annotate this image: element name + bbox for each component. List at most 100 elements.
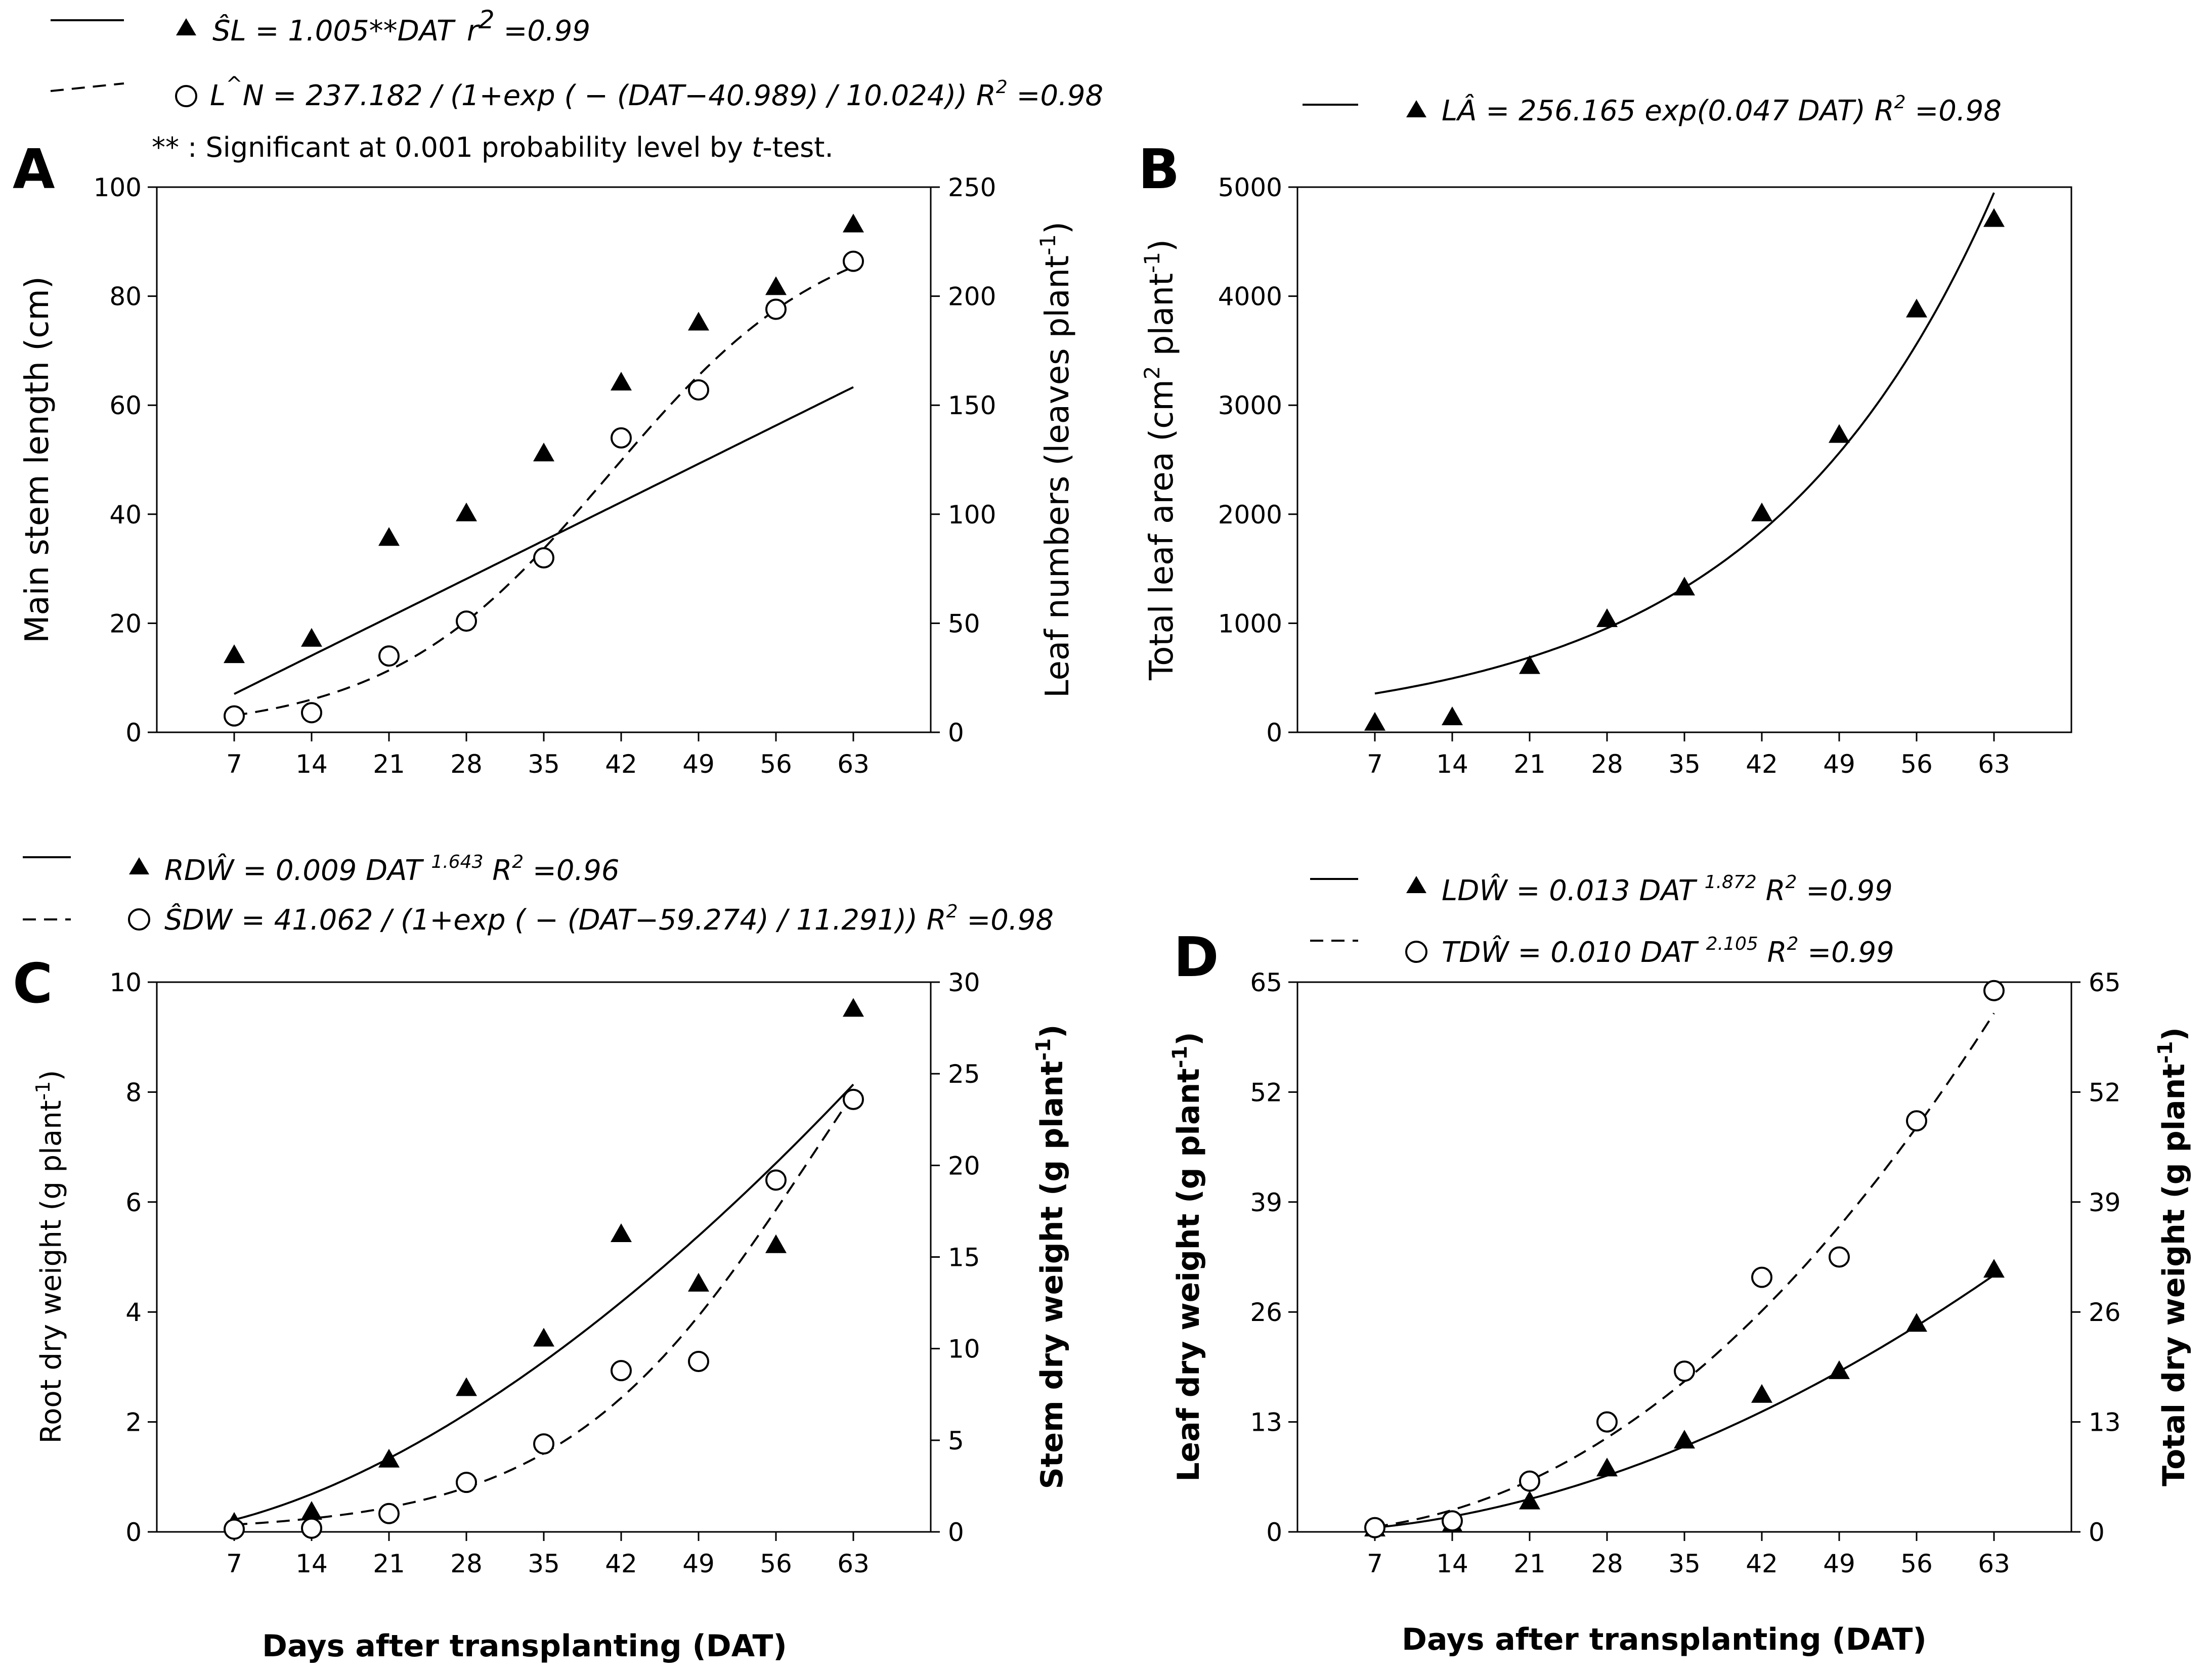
- y-tick-label-d-left-26: 26: [1250, 1298, 1282, 1327]
- x-tick-label-c-35: 35: [528, 1549, 560, 1578]
- panel-a: ŜL = 1.005**DAT r2 =0.99 L^N = 237.182 / …: [13, 5, 1103, 779]
- series-b-triangle-point-7: [1364, 712, 1385, 731]
- series-b-triangle-point-35: [1674, 577, 1695, 596]
- x-tick-label-a-49: 49: [682, 750, 715, 779]
- series-c-circle-point-21: [378, 1503, 400, 1524]
- y-tick-label-c-right-25: 25: [948, 1060, 980, 1089]
- marks-d: [1364, 980, 2005, 1538]
- y-tick-label-a-right-250: 250: [948, 173, 996, 202]
- marks-b: [1364, 192, 2005, 731]
- x-tick-label-c-14: 14: [295, 1549, 328, 1578]
- series-c-circle-point-7: [224, 1518, 245, 1540]
- series-d-circle-point-7: [1364, 1517, 1385, 1538]
- x-tick-label-d-42: 42: [1746, 1549, 1778, 1578]
- series-a-circle-point-56: [765, 298, 787, 320]
- series-d-triangle-point-28: [1596, 1458, 1618, 1477]
- panel-label-c: C: [13, 952, 53, 1016]
- x-tick-label-d-56: 56: [1900, 1549, 1933, 1578]
- legend-c-stem-equation: ŜDW = 41.062 / (1+exp ( − (DAT−59.274) /…: [164, 901, 1054, 937]
- series-a-triangle-point-7: [224, 644, 245, 664]
- y-axis-label-c-left: Root dry weight (g plant-1): [32, 1070, 68, 1444]
- legend-a-leaf-equation: L^N = 237.182 / (1+exp ( − (DAT−40.989) …: [210, 73, 1103, 112]
- x-tick-label-c-42: 42: [605, 1549, 637, 1578]
- x-tick-label-b-49: 49: [1823, 750, 1855, 779]
- series-a-triangle-point-56: [765, 276, 787, 295]
- series-b-triangle-point-14: [1442, 706, 1463, 725]
- y-tick-label-a-left-40: 40: [109, 500, 142, 530]
- x-tick-label-c-7: 7: [226, 1549, 242, 1578]
- series-c-circle-point-28: [456, 1472, 477, 1493]
- x-tick-label-a-35: 35: [528, 750, 560, 779]
- series-a-circle-point-7: [224, 705, 245, 727]
- y-tick-label-a-right-200: 200: [948, 282, 996, 312]
- legend-c-root-equation: RDŴ = 0.009 DAT 1.643 R2 =0.96: [164, 852, 620, 887]
- y-tick-label-c-left-4: 4: [125, 1298, 142, 1327]
- x-tick-label-d-49: 49: [1823, 1549, 1855, 1578]
- panel-c: RDŴ = 0.009 DAT 1.643 R2 =0.96 ŜDW = 41.…: [13, 852, 1070, 1664]
- series-a-triangle-point-49: [688, 312, 709, 331]
- y-tick-label-a-right-150: 150: [948, 391, 996, 420]
- series-d-triangle-fit-line: [1374, 1274, 1995, 1529]
- x-tick-label-c-28: 28: [450, 1549, 483, 1578]
- series-a-triangle-point-63: [843, 213, 864, 233]
- series-b-triangle-point-28: [1596, 608, 1618, 627]
- series-d-circle-point-63: [1983, 980, 2005, 1001]
- y-tick-label-d-right-65: 65: [2089, 968, 2121, 997]
- x-tick-label-d-35: 35: [1668, 1549, 1701, 1578]
- series-c-triangle-point-21: [378, 1448, 400, 1468]
- series-c-triangle-point-56: [765, 1234, 787, 1253]
- y-tick-label-b-left-3000: 3000: [1218, 391, 1282, 420]
- x-tick-label-a-14: 14: [295, 750, 328, 779]
- series-a-triangle-point-28: [456, 502, 477, 521]
- series-b-triangle-point-21: [1519, 655, 1540, 674]
- x-tick-label-b-42: 42: [1746, 750, 1778, 779]
- plot-area-d: [1296, 981, 2072, 1533]
- series-a-circle-fit-line: [234, 266, 854, 717]
- series-c-circle-point-63: [843, 1088, 864, 1110]
- x-tick-label-a-28: 28: [450, 750, 483, 779]
- y-axis-label-c-right: Stem dry weight (g plant-1): [1032, 1025, 1070, 1489]
- axes-c: 7 14 21 28 35 42 49 56 63 0 2 4 6 8 10 0 5 10 15 20 25 30: [109, 968, 980, 1578]
- y-tick-label-b-left-1000: 1000: [1218, 609, 1282, 638]
- legend-d-leaf-equation: LDŴ = 0.013 DAT 1.872 R2 =0.99: [1442, 872, 1893, 907]
- y-tick-label-d-right-13: 13: [2089, 1408, 2121, 1437]
- series-c-triangle-point-63: [843, 998, 864, 1017]
- series-b-triangle-fit-line: [1374, 192, 1995, 695]
- x-tick-label-b-56: 56: [1900, 750, 1933, 779]
- panel-label-a: A: [13, 138, 55, 201]
- legend-d-triangle-marker: [1406, 876, 1426, 893]
- panel-label-d: D: [1174, 926, 1219, 989]
- y-tick-label-b-left-0: 0: [1266, 718, 1282, 747]
- series-a-triangle-point-21: [378, 527, 400, 546]
- series-d-triangle-point-56: [1906, 1313, 1927, 1332]
- x-tick-label-a-56: 56: [760, 750, 792, 779]
- y-tick-label-c-left-6: 6: [125, 1188, 142, 1217]
- series-a-circle-point-42: [611, 427, 632, 449]
- series-d-circle-point-49: [1829, 1246, 1850, 1268]
- legend-a-triangle-marker: [176, 18, 196, 35]
- y-tick-label-a-left-100: 100: [94, 173, 142, 202]
- y-axis-label-d-right: Total dry weight (g plant-1): [2154, 1027, 2192, 1486]
- x-tick-label-b-14: 14: [1436, 750, 1468, 779]
- y-tick-label-d-right-26: 26: [2089, 1298, 2121, 1327]
- y-tick-label-c-right-30: 30: [948, 968, 980, 997]
- y-tick-label-d-left-39: 39: [1250, 1188, 1282, 1217]
- x-tick-label-a-42: 42: [605, 750, 637, 779]
- x-tick-label-d-28: 28: [1591, 1549, 1623, 1578]
- series-d-triangle-point-21: [1519, 1490, 1540, 1510]
- x-tick-label-b-28: 28: [1591, 750, 1623, 779]
- series-c-triangle-fit-line: [234, 1083, 854, 1521]
- y-tick-label-a-left-80: 80: [109, 282, 142, 312]
- legend-a-dashed-line: [50, 82, 124, 92]
- y-tick-label-a-right-100: 100: [948, 500, 996, 530]
- y-tick-label-c-left-10: 10: [109, 968, 142, 997]
- series-c-triangle-point-28: [456, 1377, 477, 1396]
- series-d-circle-point-14: [1442, 1510, 1463, 1532]
- axes-a: 7 14 21 28 35 42 49 56 63 0 20 40 60 80 100 0 50 100 150 20…: [94, 173, 996, 779]
- series-d-circle-point-28: [1596, 1411, 1618, 1433]
- series-a-circle-point-21: [378, 645, 400, 667]
- y-tick-label-c-right-5: 5: [948, 1426, 964, 1456]
- series-d-circle-point-35: [1674, 1360, 1695, 1382]
- legend-a-stem-equation: ŜL = 1.005**DAT r2 =0.99: [212, 5, 590, 48]
- y-tick-label-a-left-20: 20: [109, 609, 142, 638]
